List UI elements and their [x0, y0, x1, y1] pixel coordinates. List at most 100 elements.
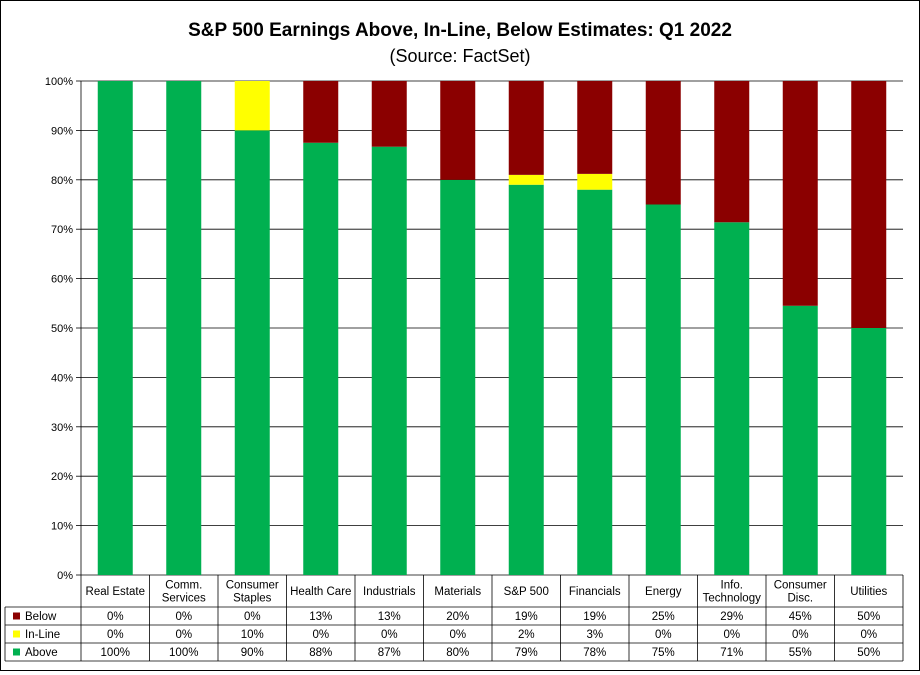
legend-key-above — [13, 648, 20, 656]
legend-label: In-Line — [25, 629, 60, 641]
y-tick-label: 60% — [51, 274, 73, 286]
bar-above — [851, 328, 887, 575]
bar-below — [577, 81, 613, 174]
y-tick-label: 100% — [45, 76, 73, 88]
data-table: Real EstateComm.ServicesConsumerStaplesH… — [4, 575, 904, 662]
data-label: 71% — [720, 647, 743, 659]
data-label: 0% — [860, 629, 877, 641]
bar-in-line — [508, 174, 544, 185]
bar-above — [508, 184, 544, 576]
legend-label: Below — [25, 611, 57, 623]
category-label: Health Care — [290, 586, 351, 598]
data-label: 45% — [789, 611, 812, 623]
category-label: Info. — [721, 580, 743, 592]
data-label: 19% — [583, 611, 606, 623]
bar-below — [645, 81, 681, 205]
y-tick-label: 20% — [51, 471, 73, 483]
data-label: 0% — [312, 629, 329, 641]
legend-key-in-line — [13, 630, 20, 638]
bar-above — [97, 81, 133, 575]
y-tick-label: 50% — [51, 323, 73, 335]
data-label: 0% — [175, 611, 192, 623]
data-label: 79% — [515, 647, 538, 659]
data-label: 0% — [107, 611, 124, 623]
category-label: Staples — [233, 593, 272, 605]
data-label: 20% — [446, 611, 469, 623]
data-label: 80% — [446, 647, 469, 659]
data-label: 19% — [515, 611, 538, 623]
legend-key-below — [13, 612, 20, 620]
data-label: 0% — [107, 629, 124, 641]
data-label: 78% — [583, 647, 606, 659]
data-label: 100% — [169, 647, 198, 659]
bar-above — [714, 222, 750, 575]
category-label: Technology — [703, 593, 761, 605]
data-label: 13% — [309, 611, 332, 623]
y-tick-label: 90% — [51, 125, 73, 137]
data-label: 0% — [244, 611, 261, 623]
data-label: 0% — [723, 629, 740, 641]
category-label: S&P 500 — [504, 586, 549, 598]
bar-above — [577, 189, 613, 575]
data-label: 90% — [241, 647, 264, 659]
bar-above — [371, 146, 407, 575]
data-label: 13% — [378, 611, 401, 623]
gridlines — [76, 80, 903, 576]
bar-above — [440, 179, 476, 576]
bar-above — [234, 130, 270, 575]
y-tick-label: 0% — [57, 570, 73, 582]
data-label: 0% — [381, 629, 398, 641]
data-label: 0% — [792, 629, 809, 641]
data-label: 10% — [241, 629, 264, 641]
category-label: Energy — [645, 586, 682, 598]
bar-below — [371, 81, 407, 147]
data-label: 75% — [652, 647, 675, 659]
bar-below — [303, 81, 339, 143]
data-label: 3% — [586, 629, 603, 641]
category-label: Utilities — [850, 586, 887, 598]
bar-below — [440, 81, 476, 180]
bar-above — [645, 204, 681, 575]
y-tick-label: 30% — [51, 422, 73, 434]
data-label: 25% — [652, 611, 675, 623]
category-label: Comm. — [165, 580, 202, 592]
category-label: Industrials — [363, 586, 416, 598]
data-label: 0% — [175, 629, 192, 641]
bar-below — [508, 81, 544, 175]
data-label: 50% — [857, 647, 880, 659]
data-label: 29% — [720, 611, 743, 623]
category-label: Real Estate — [86, 586, 145, 598]
data-label: 0% — [655, 629, 672, 641]
category-label: Services — [162, 593, 206, 605]
bar-above — [782, 305, 818, 575]
data-label: 55% — [789, 647, 812, 659]
y-tick-label: 80% — [51, 175, 73, 187]
bar-in-line — [234, 81, 270, 131]
y-tick-label: 40% — [51, 372, 73, 384]
category-label: Consumer — [226, 580, 279, 592]
data-label: 2% — [518, 629, 535, 641]
category-label: Materials — [434, 586, 481, 598]
bar-above — [166, 81, 202, 575]
legend-label: Above — [25, 647, 58, 659]
category-label: Financials — [569, 586, 621, 598]
y-tick-label: 70% — [51, 224, 73, 236]
chart-subtitle: (Source: FactSet) — [389, 46, 530, 66]
bar-below — [782, 81, 818, 306]
data-label: 50% — [857, 611, 880, 623]
category-label: Disc. — [787, 593, 813, 605]
data-label: 87% — [378, 647, 401, 659]
bars — [97, 81, 887, 576]
chart-title: S&P 500 Earnings Above, In-Line, Below E… — [188, 20, 732, 41]
data-label: 0% — [449, 629, 466, 641]
y-axis-ticks: 0% 10% 20% 30% 40% 50% 60% 70% 80% 90% 100% — [45, 76, 73, 582]
y-tick-label: 10% — [51, 521, 73, 533]
data-label: 100% — [101, 647, 130, 659]
bar-in-line — [577, 173, 613, 190]
bar-below — [851, 81, 887, 328]
bar-below — [714, 81, 750, 223]
category-label: Consumer — [774, 580, 827, 592]
bar-above — [303, 142, 339, 575]
